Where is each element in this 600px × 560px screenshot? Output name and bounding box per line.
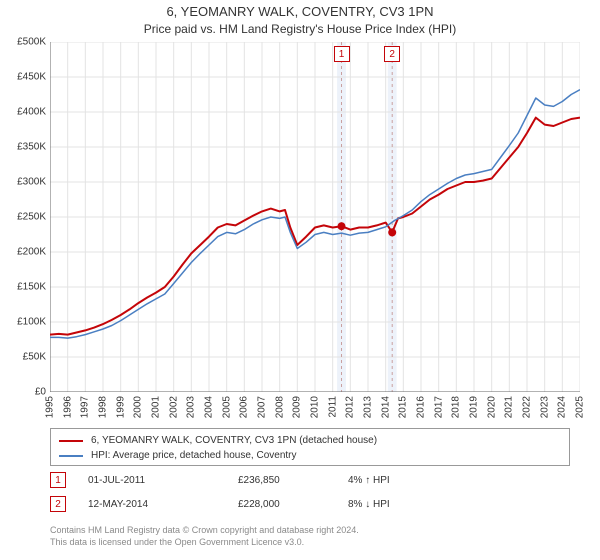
y-tick-label: £50K	[23, 352, 46, 363]
legend-item-property: 6, YEOMANRY WALK, COVENTRY, CV3 1PN (det…	[59, 433, 561, 448]
chart-title: 6, YEOMANRY WALK, COVENTRY, CV3 1PN	[0, 4, 600, 19]
y-tick-label: £100K	[17, 317, 46, 328]
sale-date-2: 12-MAY-2014	[88, 499, 238, 510]
sale-marker-flag: 1	[334, 46, 350, 62]
x-tick-label: 2001	[151, 396, 162, 418]
x-tick-label: 1999	[115, 396, 126, 418]
x-tick-label: 2005	[221, 396, 232, 418]
x-tick-label: 1998	[98, 396, 109, 418]
x-tick-label: 2023	[539, 396, 550, 418]
y-tick-label: £300K	[17, 177, 46, 188]
legend: 6, YEOMANRY WALK, COVENTRY, CV3 1PN (det…	[50, 428, 570, 466]
sale-price-1: £236,850	[238, 475, 348, 486]
sale-marker-flag: 2	[384, 46, 400, 62]
sale-price-2: £228,000	[238, 499, 348, 510]
x-tick-label: 2020	[486, 396, 497, 418]
legend-swatch-property	[59, 440, 83, 442]
sale-pct-2: 8% ↓ HPI	[348, 499, 468, 510]
sale-marker-2: 2	[50, 496, 66, 512]
y-tick-label: £350K	[17, 142, 46, 153]
x-tick-label: 1995	[45, 396, 56, 418]
x-tick-label: 2017	[433, 396, 444, 418]
x-tick-label: 2004	[204, 396, 215, 418]
legend-item-hpi: HPI: Average price, detached house, Cove…	[59, 448, 561, 463]
x-tick-label: 2011	[327, 396, 338, 418]
y-tick-label: £150K	[17, 282, 46, 293]
y-tick-label: £200K	[17, 247, 46, 258]
x-tick-label: 1997	[80, 396, 91, 418]
x-tick-label: 2024	[557, 396, 568, 418]
license-text: Contains HM Land Registry data © Crown c…	[50, 524, 570, 548]
x-tick-label: 2015	[398, 396, 409, 418]
y-tick-label: £400K	[17, 107, 46, 118]
license-line-1: Contains HM Land Registry data © Crown c…	[50, 524, 570, 536]
x-tick-label: 2008	[274, 396, 285, 418]
y-tick-label: £450K	[17, 72, 46, 83]
license-line-2: This data is licensed under the Open Gov…	[50, 536, 570, 548]
sale-marker-1: 1	[50, 472, 66, 488]
x-tick-label: 2019	[469, 396, 480, 418]
x-tick-label: 1996	[62, 396, 73, 418]
legend-label-property: 6, YEOMANRY WALK, COVENTRY, CV3 1PN (det…	[91, 433, 377, 448]
x-tick-label: 2016	[416, 396, 427, 418]
line-chart	[50, 42, 580, 392]
x-tick-label: 2013	[363, 396, 374, 418]
x-tick-label: 2003	[186, 396, 197, 418]
chart-subtitle: Price paid vs. HM Land Registry's House …	[0, 22, 600, 36]
y-tick-label: £500K	[17, 37, 46, 48]
y-tick-label: £250K	[17, 212, 46, 223]
chart-container: 6, YEOMANRY WALK, COVENTRY, CV3 1PN Pric…	[0, 0, 600, 560]
sale-row-1: 1 01-JUL-2011 £236,850 4% ↑ HPI	[50, 472, 570, 488]
x-tick-label: 2014	[380, 396, 391, 418]
sale-row-2: 2 12-MAY-2014 £228,000 8% ↓ HPI	[50, 496, 570, 512]
x-tick-label: 2009	[292, 396, 303, 418]
x-tick-label: 2012	[345, 396, 356, 418]
x-tick-label: 2000	[133, 396, 144, 418]
x-tick-label: 2025	[575, 396, 586, 418]
x-tick-label: 2006	[239, 396, 250, 418]
sale-pct-1: 4% ↑ HPI	[348, 475, 468, 486]
x-tick-label: 2021	[504, 396, 515, 418]
x-tick-label: 2022	[522, 396, 533, 418]
x-tick-label: 2002	[168, 396, 179, 418]
sale-date-1: 01-JUL-2011	[88, 475, 238, 486]
legend-swatch-hpi	[59, 455, 83, 457]
x-tick-label: 2010	[310, 396, 321, 418]
x-tick-label: 2007	[257, 396, 268, 418]
legend-label-hpi: HPI: Average price, detached house, Cove…	[91, 448, 297, 463]
x-tick-label: 2018	[451, 396, 462, 418]
